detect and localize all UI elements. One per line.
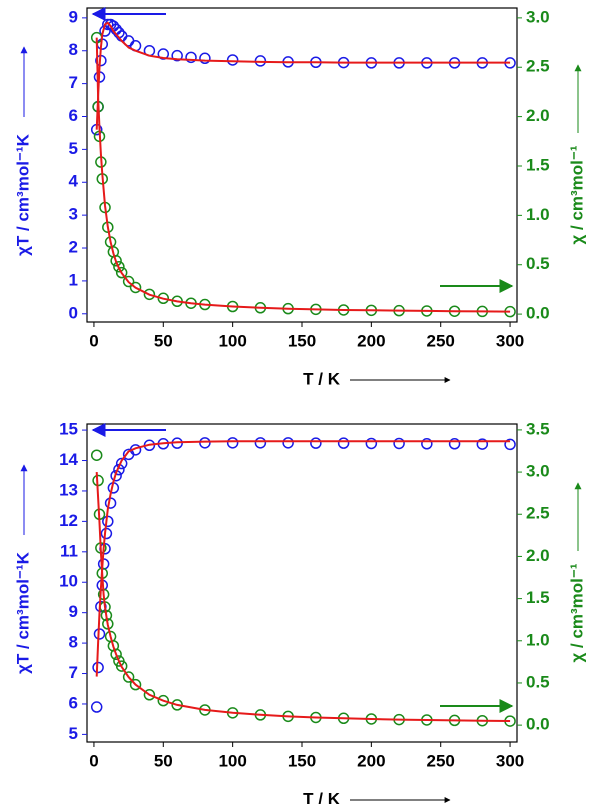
data-point bbox=[157, 292, 170, 305]
y-tick-label: 15 bbox=[59, 420, 78, 439]
data-point bbox=[115, 660, 128, 672]
data-point bbox=[100, 527, 113, 540]
x-tick-label: 300 bbox=[496, 331, 524, 350]
data-point bbox=[282, 437, 294, 449]
y2-axis-label: χ / cm³mol⁻¹ bbox=[567, 563, 586, 662]
x-axis-label: T / K bbox=[303, 369, 341, 388]
data-point bbox=[393, 437, 405, 450]
y-tick-label: 6 bbox=[69, 106, 78, 125]
y-tick-label: 5 bbox=[69, 139, 78, 158]
y-tick-label: 7 bbox=[69, 663, 78, 682]
y-tick-label: 10 bbox=[59, 572, 78, 591]
data-point bbox=[476, 438, 489, 450]
y-tick-label: 12 bbox=[59, 511, 78, 530]
data-point bbox=[421, 438, 433, 450]
x-tick-label: 50 bbox=[154, 331, 173, 350]
x-tick-label: 0 bbox=[89, 331, 98, 350]
y-tick-label: 9 bbox=[69, 7, 78, 26]
y2-tick-label: 1.0 bbox=[526, 630, 550, 649]
data-point bbox=[129, 281, 142, 294]
data-point bbox=[122, 275, 135, 288]
y-tick-label: 0 bbox=[69, 303, 78, 322]
y-tick-label: 8 bbox=[69, 633, 78, 652]
x-tick-label: 250 bbox=[427, 331, 455, 350]
data-point bbox=[129, 678, 142, 691]
data-point bbox=[115, 266, 128, 279]
y-tick-label: 11 bbox=[60, 541, 78, 560]
x-tick-label: 200 bbox=[357, 331, 385, 350]
y2-axis-label: χ / cm³mol⁻¹ bbox=[567, 145, 586, 244]
fit-line bbox=[95, 37, 511, 313]
x-tick-label: 100 bbox=[218, 331, 246, 350]
y-tick-label: 8 bbox=[69, 40, 78, 59]
data-point bbox=[113, 260, 125, 273]
x-tick-label: 100 bbox=[218, 751, 246, 770]
data-point bbox=[185, 51, 197, 64]
x-tick-label: 250 bbox=[427, 751, 455, 770]
y2-tick-label: 0.0 bbox=[526, 304, 550, 323]
y2-tick-label: 2.5 bbox=[526, 57, 550, 76]
x-axis-label: T / K bbox=[303, 789, 341, 804]
y2-tick-label: 2.0 bbox=[526, 546, 550, 565]
y-tick-label: 5 bbox=[69, 724, 78, 743]
y2-tick-label: 0.5 bbox=[526, 254, 550, 273]
x-tick-label: 200 bbox=[357, 751, 385, 770]
data-point bbox=[171, 49, 183, 62]
y2-tick-label: 3.5 bbox=[526, 419, 550, 438]
y-tick-label: 7 bbox=[69, 73, 78, 92]
y-tick-label: 1 bbox=[69, 270, 78, 289]
x-tick-label: 150 bbox=[288, 751, 316, 770]
x-tick-label: 50 bbox=[154, 751, 173, 770]
data-point bbox=[115, 457, 128, 470]
data-point bbox=[254, 437, 267, 449]
data-point bbox=[90, 701, 103, 713]
data-point bbox=[199, 52, 211, 65]
data-point bbox=[143, 288, 156, 301]
x-tick-label: 300 bbox=[496, 751, 524, 770]
y-tick-label: 3 bbox=[69, 205, 78, 224]
fit-line bbox=[95, 21, 511, 130]
y2-tick-label: 1.5 bbox=[526, 155, 550, 174]
x-tick-label: 0 bbox=[89, 751, 98, 770]
data-point bbox=[365, 437, 378, 450]
fit-line bbox=[95, 472, 511, 722]
y2-tick-label: 1.5 bbox=[526, 588, 550, 607]
y-axis-label: χT / cm³mol⁻¹K bbox=[13, 133, 32, 255]
y2-tick-label: 2.0 bbox=[526, 106, 550, 125]
y-tick-label: 13 bbox=[59, 480, 78, 499]
y2-tick-label: 3.0 bbox=[526, 7, 550, 26]
data-point bbox=[110, 255, 122, 267]
data-point bbox=[122, 671, 135, 683]
y-tick-label: 4 bbox=[69, 172, 79, 191]
y-tick-label: 2 bbox=[69, 238, 78, 257]
data-point bbox=[226, 54, 239, 66]
data-point bbox=[143, 689, 156, 701]
fit-line bbox=[95, 440, 511, 677]
data-point bbox=[337, 437, 350, 449]
y2-tick-label: 0.5 bbox=[526, 672, 550, 691]
y-tick-label: 14 bbox=[59, 450, 78, 469]
y-axis-label: χT / cm³mol⁻¹K bbox=[13, 551, 32, 673]
y-tick-label: 9 bbox=[69, 602, 78, 621]
data-point bbox=[448, 438, 461, 450]
plot-frame bbox=[86, 423, 518, 743]
data-point bbox=[226, 437, 239, 449]
data-point bbox=[310, 437, 322, 449]
data-point bbox=[157, 48, 170, 60]
data-point bbox=[90, 449, 103, 461]
data-point bbox=[504, 438, 516, 451]
data-point bbox=[110, 648, 122, 661]
y2-tick-label: 2.5 bbox=[526, 504, 550, 523]
y2-tick-label: 1.0 bbox=[526, 205, 550, 224]
y2-tick-label: 3.0 bbox=[526, 462, 550, 481]
data-point bbox=[199, 437, 211, 449]
x-tick-label: 150 bbox=[288, 331, 316, 350]
y-tick-label: 6 bbox=[69, 693, 78, 712]
y2-tick-label: 0.0 bbox=[526, 715, 550, 734]
data-point bbox=[157, 694, 170, 707]
